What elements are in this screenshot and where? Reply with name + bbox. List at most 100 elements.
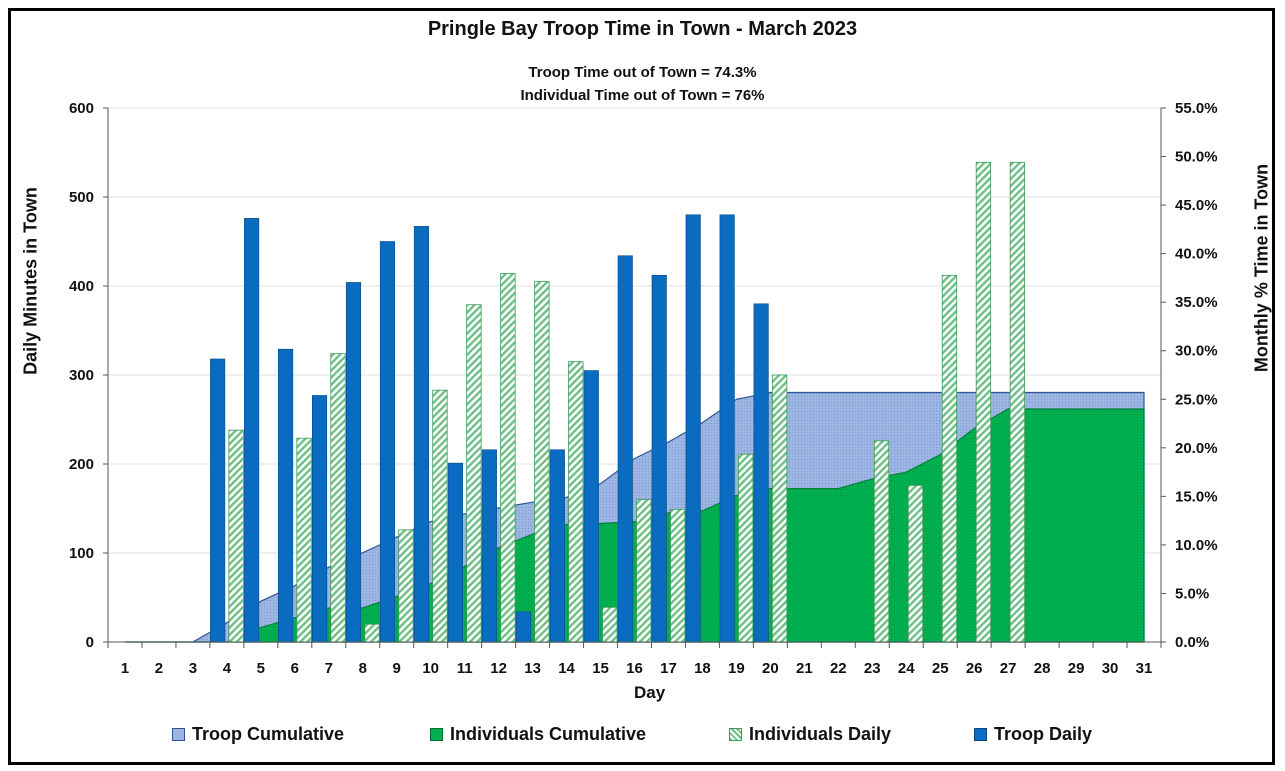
bar-individuals-daily (602, 606, 618, 643)
x-tick-label: 15 (592, 660, 609, 677)
bar-troop-daily (719, 214, 735, 643)
x-tick-label: 14 (558, 660, 575, 677)
x-tick-label: 20 (762, 660, 779, 677)
bar-individuals-daily (500, 273, 516, 643)
bar-troop-daily (617, 255, 633, 643)
chart-legend: Troop Cumulative Individuals Cumulative … (0, 720, 1285, 750)
x-tick-label: 22 (830, 660, 847, 677)
chart-title: Pringle Bay Troop Time in Town - March 2… (427, 18, 858, 40)
y-tick-label: 600 (69, 100, 94, 117)
bar-troop-daily (210, 358, 226, 643)
bar-individuals-daily (432, 389, 448, 643)
bar-troop-daily (278, 348, 294, 643)
y2-tick-label: 30.0% (1175, 343, 1218, 360)
bar-troop-daily (515, 611, 531, 643)
legend-label-troop-cumulative: Troop Cumulative (192, 723, 345, 744)
y2-tick-label: 0.0% (1175, 634, 1209, 651)
x-tick-label: 19 (728, 660, 745, 677)
bar-individuals-daily (534, 281, 550, 643)
x-tick-label: 29 (1068, 660, 1085, 677)
bar-individuals-daily (771, 374, 788, 643)
x-tick-label: 23 (864, 660, 881, 677)
y-tick-label: 200 (69, 456, 94, 473)
bar-individuals-daily (738, 453, 754, 643)
x-tick-label: 12 (490, 660, 507, 677)
legend-swatch-troop-daily (974, 727, 987, 741)
x-tick-label: 1 (121, 660, 129, 677)
legend-item-individuals-daily: Individuals Daily (729, 722, 891, 746)
y2-tick-label: 55.0% (1175, 100, 1218, 117)
bar-individuals-daily (941, 274, 958, 643)
x-tick-label: 16 (626, 660, 643, 677)
legend-swatch-individuals-cumulative (430, 727, 443, 741)
x-tick-label: 13 (524, 660, 541, 677)
bar-troop-daily (753, 303, 769, 643)
x-tick-label: 28 (1034, 660, 1051, 677)
y-tick-label: 500 (69, 189, 94, 206)
y2-tick-label: 45.0% (1175, 197, 1218, 214)
bar-individuals-daily (670, 508, 686, 643)
y2-tick-label: 10.0% (1175, 537, 1218, 554)
chart-subtitle-individual: Individual Time out of Town = 76% (520, 87, 765, 104)
y2-axis-title: Monthly % Time in Town (1251, 163, 1272, 373)
bar-individuals-daily (636, 499, 652, 643)
bar-individuals-daily (330, 353, 346, 643)
x-tick-label: 6 (291, 660, 299, 677)
legend-item-troop-daily: Troop Daily (974, 722, 1092, 746)
legend-label-individuals-cumulative: Individuals Cumulative (450, 723, 647, 744)
x-tick-label: 9 (393, 660, 401, 677)
x-tick-label: 21 (796, 660, 813, 677)
x-tick-label: 8 (359, 660, 367, 677)
bar-individuals-daily (228, 429, 244, 643)
legend-label-individuals-daily: Individuals Daily (749, 723, 892, 744)
bar-troop-daily (345, 282, 362, 643)
x-axis-title: Day (634, 683, 666, 702)
x-tick-label: 24 (898, 660, 915, 677)
bar-troop-daily (379, 241, 396, 643)
x-tick-label: 4 (223, 660, 232, 677)
x-tick-label: 5 (257, 660, 265, 677)
y2-tick-label: 20.0% (1175, 440, 1218, 457)
bar-individuals-daily (364, 623, 380, 643)
y2-tick-label: 25.0% (1175, 391, 1218, 408)
legend-item-troop-cumulative: Troop Cumulative (172, 722, 344, 746)
legend-label-troop-daily: Troop Daily (994, 723, 1093, 744)
bar-troop-daily (549, 449, 565, 643)
bar-troop-daily (413, 226, 429, 643)
legend-swatch-troop-cumulative (172, 727, 185, 741)
legend-swatch-individuals-daily (729, 727, 742, 741)
y-tick-label: 0 (86, 634, 94, 651)
y-tick-label: 300 (69, 367, 94, 384)
bar-individuals-daily (466, 304, 482, 643)
y2-tick-label: 40.0% (1175, 246, 1218, 263)
bar-individuals-daily (568, 361, 584, 643)
chart-subtitle-troop: Troop Time out of Town = 74.3% (528, 64, 757, 81)
x-tick-label: 31 (1136, 660, 1153, 677)
y2-tick-label: 35.0% (1175, 294, 1218, 311)
bar-troop-daily (311, 395, 328, 643)
x-tick-label: 17 (660, 660, 677, 677)
bar-troop-daily (447, 462, 463, 643)
y2-tick-label: 5.0% (1175, 585, 1209, 602)
x-tick-label: 3 (189, 660, 197, 677)
bar-troop-daily (244, 218, 260, 643)
bar-individuals-daily (873, 440, 890, 643)
x-tick-label: 11 (457, 660, 473, 677)
bar-individuals-daily (398, 529, 414, 643)
legend-item-individuals-cumulative: Individuals Cumulative (430, 722, 646, 746)
x-tick-label: 2 (155, 660, 163, 677)
y-tick-label: 100 (69, 545, 94, 562)
x-tick-label: 26 (966, 660, 983, 677)
y2-tick-label: 50.0% (1175, 149, 1218, 166)
area-individuals-cumulative (124, 408, 1145, 643)
bar-troop-daily (651, 275, 667, 643)
bar-individuals-daily (907, 484, 924, 643)
y2-tick-label: 15.0% (1175, 488, 1218, 505)
bar-troop-daily (685, 214, 701, 643)
x-tick-label: 30 (1102, 660, 1119, 677)
bar-individuals-daily (296, 437, 312, 643)
x-tick-label: 25 (932, 660, 949, 677)
bar-troop-daily (481, 449, 497, 643)
bar-individuals-daily (1009, 161, 1026, 643)
